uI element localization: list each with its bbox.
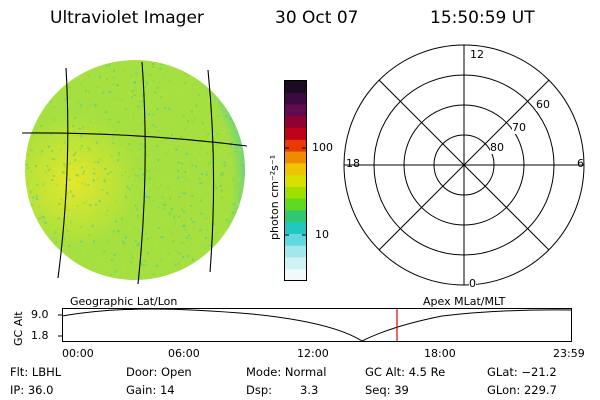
altitude-plot xyxy=(58,308,572,342)
colorbar-band xyxy=(285,222,306,235)
colorbar-band xyxy=(285,92,306,106)
colorbar-band xyxy=(285,269,306,282)
gc-alt-status: GC Alt: 4.5 Re xyxy=(365,365,446,379)
polar-plot-label: Apex MLat/MLT xyxy=(423,295,506,308)
mlat-label-60: 60 xyxy=(536,98,550,111)
longitude-line xyxy=(207,69,215,273)
date-label: 30 Oct 07 xyxy=(275,8,359,28)
longitude-line xyxy=(57,67,69,279)
time-tick-1800: 18:00 xyxy=(424,347,456,360)
mlt-label-6: 6 xyxy=(577,157,584,170)
geographic-image xyxy=(21,60,248,285)
mlat-label-80: 80 xyxy=(490,141,504,154)
dsp-label: Dsp: xyxy=(246,383,273,397)
ip-status: IP: 36.0 xyxy=(10,383,54,397)
altitude-tick-1-8: 1.8 xyxy=(31,329,49,342)
gain-status: Gain: 14 xyxy=(126,383,175,397)
filter-status: Flt: LBHL xyxy=(10,365,62,379)
colorbar-band xyxy=(285,233,306,247)
altitude-tick-9: 9.0 xyxy=(31,308,49,321)
door-status: Door: Open xyxy=(126,365,192,379)
altitude-curve xyxy=(61,308,572,342)
seq-status: Seq: 39 xyxy=(365,383,409,397)
colorbar-band xyxy=(285,163,306,176)
colorbar-band xyxy=(285,151,306,164)
glon-status: GLon: 229.7 xyxy=(487,383,557,397)
mlt-label-18: 18 xyxy=(346,157,360,170)
colorbar-band xyxy=(285,210,306,223)
time-tick-2359: 23:59 xyxy=(553,347,585,360)
colorbar-band xyxy=(285,81,306,94)
mlt-label-12: 12 xyxy=(470,48,484,61)
colorbar-unit-label: photon cm⁻²s⁻¹ xyxy=(268,154,281,240)
time-label: 15:50:59 UT xyxy=(430,8,535,28)
colorbar-band xyxy=(285,104,306,117)
mlat-label-70: 70 xyxy=(512,121,526,134)
time-tick-1200: 12:00 xyxy=(297,347,329,360)
mlt-label-0: 0 xyxy=(469,277,476,290)
colorbar-band xyxy=(285,186,306,200)
geo-grid xyxy=(21,61,248,285)
colorbar-band xyxy=(285,128,306,141)
noise-speckle xyxy=(25,63,245,279)
time-tick-0600: 06:00 xyxy=(168,347,200,360)
colorbar-band xyxy=(285,139,306,153)
image-disk xyxy=(25,60,245,280)
colorbar-band xyxy=(285,198,306,211)
colorbar-tick-10: 10 xyxy=(315,228,329,241)
colorbar-band xyxy=(285,116,306,129)
dsp-value: 3.3 xyxy=(300,383,319,397)
colorbar-band xyxy=(285,245,306,258)
colorbar xyxy=(284,80,307,282)
mode-status: Mode: Normal xyxy=(246,365,327,379)
mlt-line-diagonal xyxy=(378,79,550,251)
altitude-axis-label: GC Alt xyxy=(12,311,25,346)
time-tick-0000: 00:00 xyxy=(62,347,94,360)
colorbar-band xyxy=(285,257,306,270)
colorbar-band xyxy=(285,175,306,188)
colorbar-tick-100: 100 xyxy=(312,141,333,154)
latitude-line xyxy=(21,132,248,147)
glat-status: GLat: −21.2 xyxy=(487,365,557,379)
instrument-title: Ultraviolet Imager xyxy=(50,8,204,28)
longitude-line xyxy=(137,61,146,285)
polar-plot xyxy=(343,44,585,286)
geo-map-label: Geographic Lat/Lon xyxy=(70,295,178,308)
